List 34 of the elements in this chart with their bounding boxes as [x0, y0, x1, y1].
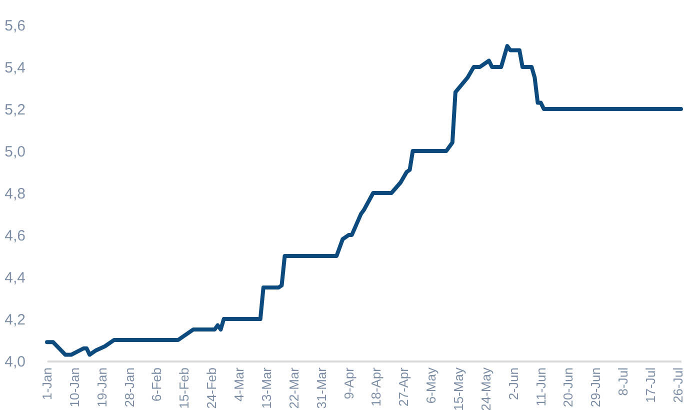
x-tick-label: 9-Apr	[341, 366, 356, 400]
x-tick-label: 22-Mar	[286, 366, 302, 409]
x-tick-label: 20-Jun	[560, 368, 576, 408]
y-tick-label: 4,2	[4, 312, 26, 328]
x-tick-label: 27-Apr	[396, 366, 412, 407]
x-tick-label: 15-Feb	[176, 368, 192, 409]
y-tick-label: 4,0	[4, 354, 26, 370]
x-tick-label: 13-Mar	[258, 366, 274, 409]
x-tick-label: 24-May	[478, 367, 494, 410]
y-tick-label: 5,0	[4, 144, 26, 160]
x-tick-label: 10-Jan	[66, 368, 82, 408]
x-tick-label: 29-Jun	[588, 368, 604, 408]
x-tick-label: 6-May	[424, 367, 439, 404]
x-tick-label: 17-Jul	[643, 367, 658, 403]
x-tick-label: 2-Jun	[506, 368, 521, 400]
y-tick-label: 4,8	[4, 186, 26, 202]
x-tick-label: 24-Feb	[204, 368, 220, 409]
x-tick-label: 31-Mar	[314, 366, 329, 409]
x-tick-label: 6-Feb	[149, 368, 164, 402]
x-tick-label: 1-Jan	[40, 368, 54, 400]
x-tick-label: 18-Apr	[368, 366, 384, 407]
x-tick-label: 15-May	[450, 367, 466, 410]
y-tick-label: 4,6	[4, 228, 26, 244]
x-tick-label: 26-Jul	[670, 367, 686, 403]
x-tick-label: 8-Jul	[616, 367, 631, 396]
y-tick-label: 5,6	[4, 18, 26, 34]
y-tick-label: 5,4	[4, 60, 26, 76]
x-tick-label: 28-Jan	[122, 368, 137, 408]
y-tick-label: 4,4	[4, 270, 26, 286]
x-tick-label: 19-Jan	[94, 368, 110, 408]
line-series	[45, 44, 683, 357]
x-tick-label: 11-Jun	[533, 368, 548, 406]
y-tick-label: 5,2	[4, 102, 26, 118]
x-tick-label: 4-Mar	[232, 366, 247, 402]
